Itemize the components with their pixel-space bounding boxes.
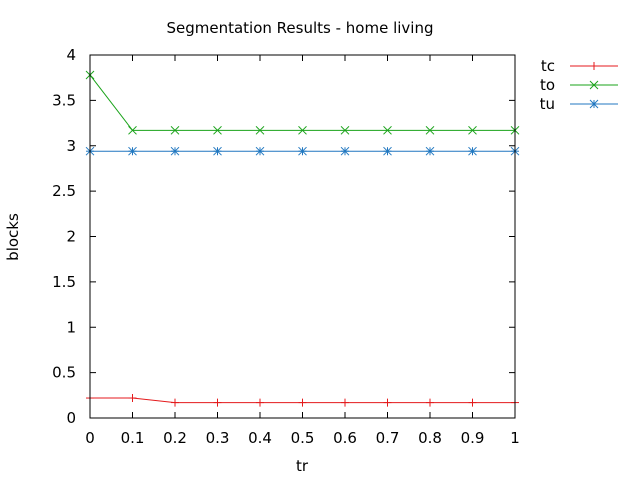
data-point-tc [213, 398, 222, 407]
x-tick-label: 0.9 [461, 429, 485, 447]
y-tick-label: 1.5 [52, 273, 76, 291]
data-point-tc [256, 398, 264, 407]
data-point-tc [341, 398, 349, 407]
chart-title: Segmentation Results - home living [166, 19, 433, 37]
y-tick-label: 1 [66, 318, 76, 336]
legend-marker-tc [590, 62, 598, 70]
legend-label-to: to [540, 76, 555, 94]
data-point-tu [340, 146, 350, 156]
legend-label-tu: tu [540, 95, 555, 113]
x-tick-label: 1 [510, 429, 520, 447]
data-point-to [340, 125, 350, 135]
x-tick-label: 0.8 [418, 429, 442, 447]
data-point-to [425, 125, 435, 135]
data-point-to [213, 125, 222, 135]
y-tick-label: 2 [66, 228, 76, 246]
legend-marker-tu [589, 99, 599, 109]
series-layer [85, 70, 520, 407]
ticks-layer: 0 0.1 0.2 0.3 0.4 0.5 0.6 0.7 0.8 0.9 1 0 0.5 1 1.5 2 2.… [52, 46, 520, 447]
x-axis-label: tr [296, 457, 309, 475]
y-tick-label: 0 [66, 409, 76, 427]
data-point-to [170, 125, 180, 135]
data-point-tu [213, 146, 222, 156]
x-tick-label: 0.3 [206, 429, 230, 447]
data-point-tc [128, 394, 137, 403]
data-point-tc [468, 398, 477, 407]
data-point-to [298, 125, 307, 135]
y-tick-label: 3.5 [52, 91, 76, 109]
data-point-tc [426, 398, 434, 407]
data-point-tu [170, 146, 180, 156]
y-tick-label: 0.5 [52, 364, 76, 382]
x-tick-label: 0 [85, 429, 95, 447]
data-point-tu [425, 146, 435, 156]
x-tick-label: 0.6 [333, 429, 357, 447]
x-tick-label: 0.1 [121, 429, 145, 447]
data-point-tc [383, 398, 392, 407]
data-point-to [255, 125, 265, 135]
y-tick-label: 4 [66, 46, 76, 64]
plot-frame [89, 54, 516, 419]
x-tick-label: 0.4 [248, 429, 272, 447]
data-point-tc [171, 398, 179, 407]
y-tick-label: 3 [66, 137, 76, 155]
legend-label-tc: tc [541, 57, 555, 75]
data-point-tu [255, 146, 265, 156]
x-tick-label: 0.7 [376, 429, 400, 447]
y-axis-label: blocks [4, 213, 22, 261]
data-point-to [383, 125, 392, 135]
series-line-to [89, 74, 515, 131]
data-point-to [468, 125, 477, 135]
data-point-tu [128, 146, 137, 156]
data-point-tu [298, 146, 307, 156]
x-tick-label: 0.2 [163, 429, 187, 447]
data-point-tu [383, 146, 392, 156]
legend-marker-to [589, 80, 599, 90]
y-tick-label: 2.5 [52, 182, 76, 200]
data-point-tu [468, 146, 477, 156]
x-tick-label: 0.5 [291, 429, 315, 447]
data-point-to [128, 125, 137, 135]
data-point-tc [298, 398, 307, 407]
